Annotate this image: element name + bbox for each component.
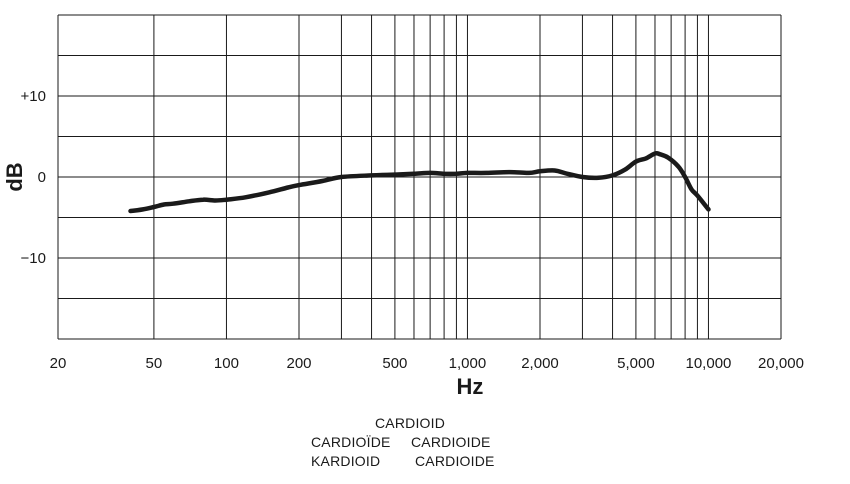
x-tick-label: 10,000: [686, 355, 732, 372]
x-tick-label: 500: [382, 355, 407, 372]
y-tick-label: −10: [21, 250, 46, 267]
x-tick-label: 1,000: [449, 355, 487, 372]
x-axis-label: Hz: [457, 374, 484, 399]
x-tick-label: 50: [146, 355, 163, 372]
y-axis-label: dB: [2, 162, 27, 191]
x-tick-label: 20,000: [758, 355, 804, 372]
x-tick-label: 100: [214, 355, 239, 372]
frequency-response-chart: 20 50 100 200 500 1,000 2,000 5,000 10,000 20,000…: [2, 14, 804, 399]
grid: [57, 14, 782, 340]
x-tick-label: 5,000: [617, 355, 655, 372]
x-tick-label: 200: [286, 355, 311, 372]
x-tick-labels: 20 50 100 200 500 1,000 2,000 5,000 10,000 20,000: [50, 355, 804, 372]
y-tick-label: 0: [38, 169, 46, 186]
legend-text: CARDIOÏDE: [311, 434, 391, 450]
legend-text: CARDIOID: [375, 415, 446, 431]
y-tick-labels: +10 0 −10: [21, 88, 46, 267]
x-tick-label: 2,000: [521, 355, 559, 372]
legend-text: CARDIOIDE: [411, 434, 491, 450]
response-curve: [128, 150, 711, 214]
legend-text: CARDIOIDE: [415, 453, 495, 469]
y-tick-label: +10: [21, 88, 46, 105]
series-layer: [128, 150, 711, 214]
x-tick-label: 20: [50, 355, 67, 372]
legend-text: KARDIOID: [311, 453, 381, 469]
